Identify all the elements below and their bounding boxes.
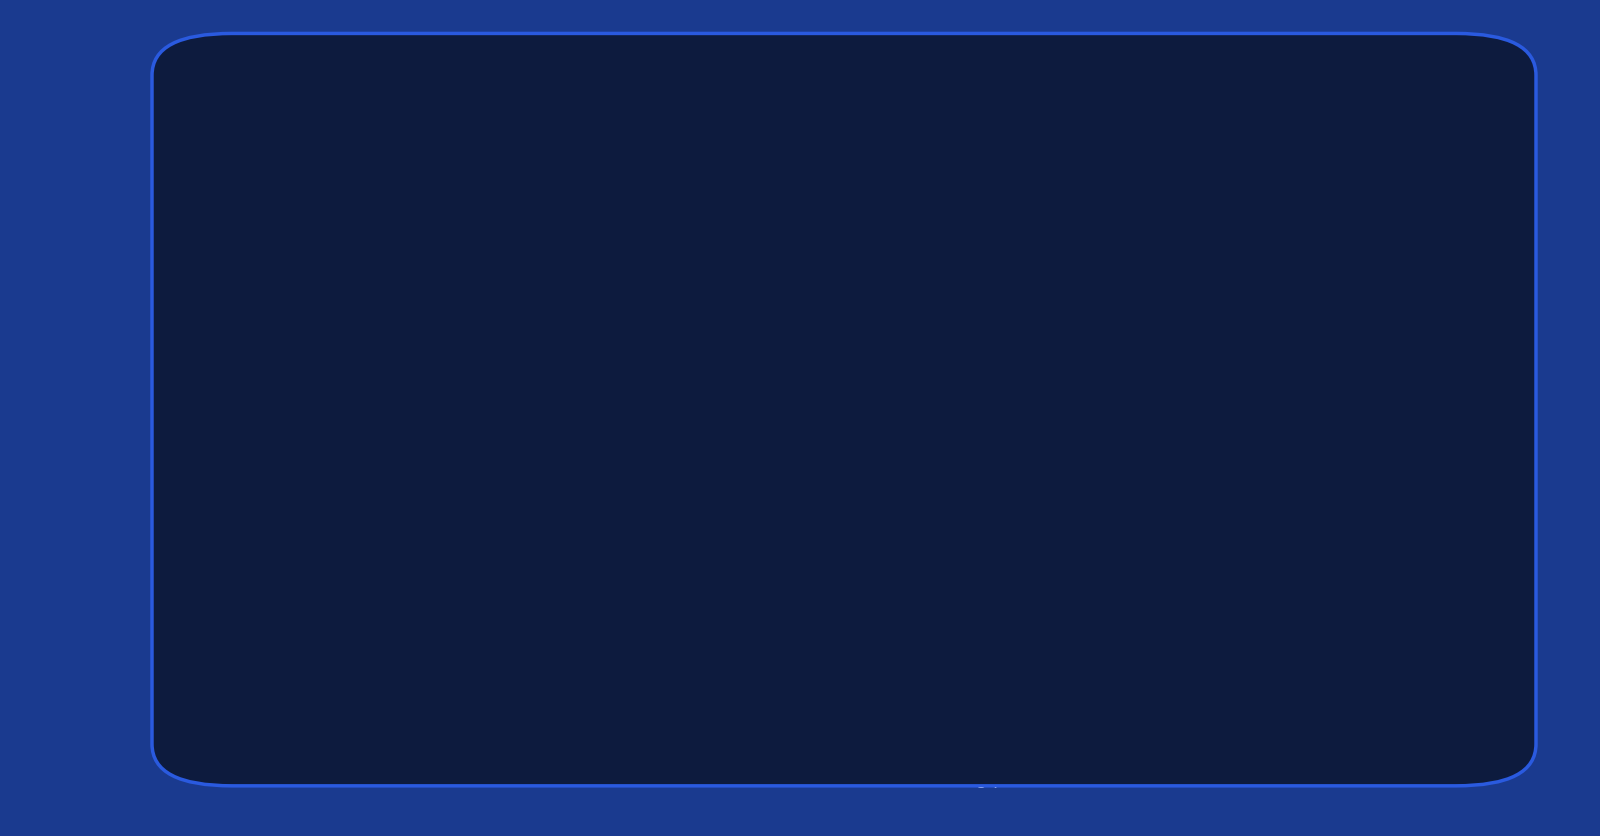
- Point: [939, 314, 965, 327]
- Text: $8.65: $8.65: [792, 386, 850, 462]
- Text: $8.59: $8.59: [765, 532, 821, 608]
- Text: Ascending +
Default: Ascending + Default: [322, 301, 427, 340]
- Text: Descending +
Default: Descending + Default: [309, 591, 427, 630]
- Point: [808, 459, 834, 472]
- X-axis label: Fundraising per visitor: Fundraising per visitor: [883, 770, 1085, 788]
- Point: [971, 169, 997, 182]
- Point: [781, 604, 806, 617]
- Text: Ascending +
No default: Ascending + No default: [322, 156, 427, 195]
- Text: Descending +
No default: Descending + No default: [309, 446, 427, 485]
- Text: $9.00: $9.00: [955, 97, 1013, 173]
- Text: $8.93: $8.93: [923, 242, 979, 318]
